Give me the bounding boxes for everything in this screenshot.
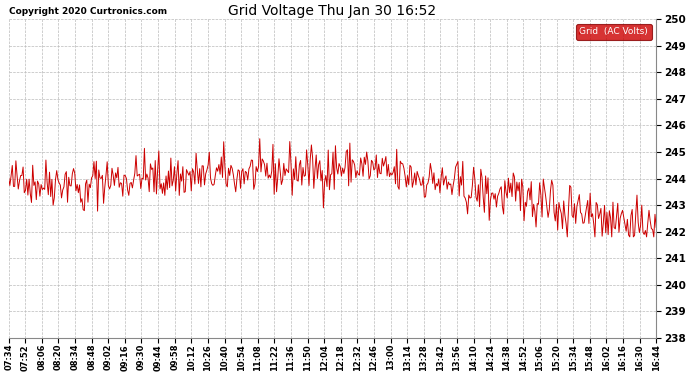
- Title: Grid Voltage Thu Jan 30 16:52: Grid Voltage Thu Jan 30 16:52: [228, 4, 437, 18]
- Legend: Grid  (AC Volts): Grid (AC Volts): [575, 24, 651, 40]
- Text: Copyright 2020 Curtronics.com: Copyright 2020 Curtronics.com: [9, 7, 167, 16]
